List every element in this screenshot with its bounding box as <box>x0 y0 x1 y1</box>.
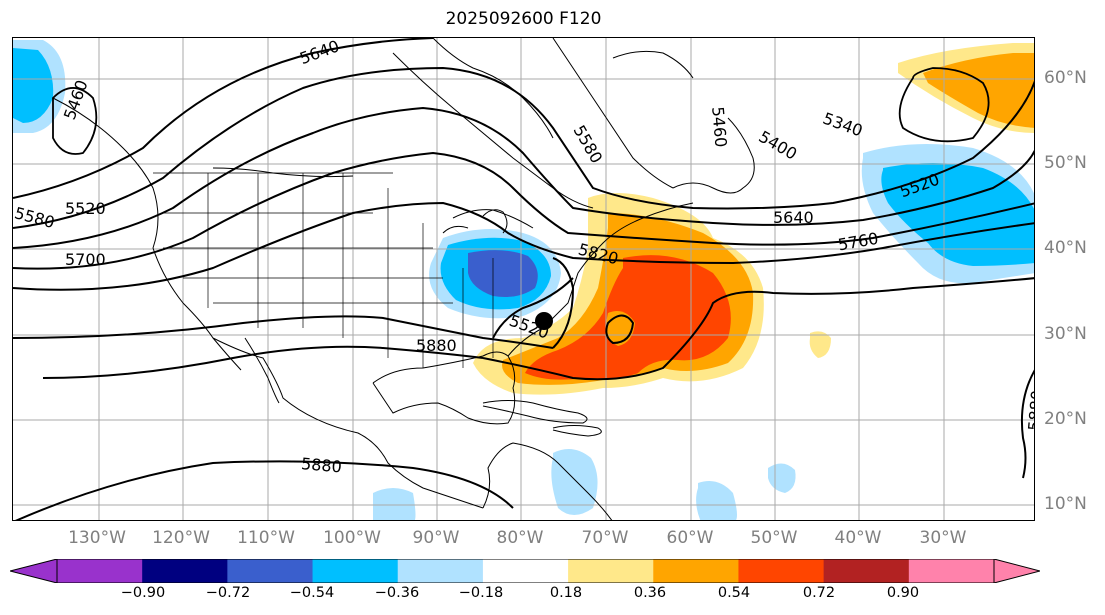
colorbar-cell <box>312 559 399 583</box>
lon-label: 100°W <box>323 528 381 548</box>
lon-label: 110°W <box>237 528 295 548</box>
weather-map[interactable]: 5640 5460 5580 5520 5580 5700 5520 5880 … <box>12 37 1035 521</box>
colorbar-tick: −0.72 <box>205 585 251 601</box>
colorbar-tick: 0.36 <box>633 585 667 601</box>
height-contours <box>13 38 1034 520</box>
contour-label: 5340 <box>820 109 865 141</box>
colorbar-cell <box>397 559 484 583</box>
colorbar-cell <box>653 559 739 583</box>
contour-label: 5880 <box>300 454 342 476</box>
lat-label: 50°N <box>1044 153 1087 173</box>
colorbar-left-arrow <box>10 559 58 583</box>
contour-label: 5640 <box>773 208 814 227</box>
colorbar-tick: 0.54 <box>717 585 751 601</box>
colorbar-cells <box>57 559 995 583</box>
lon-label: 60°W <box>666 528 714 548</box>
colorbar-tick: −0.18 <box>458 585 504 601</box>
contour-label: 5880 <box>416 336 457 355</box>
contour-label: 5520 <box>65 199 106 218</box>
contour-label: 5400 <box>756 127 801 164</box>
colorbar-cell <box>738 559 825 583</box>
contour-label: 5700 <box>65 250 106 269</box>
colorbar-tick: −0.90 <box>120 585 166 601</box>
colorbar-cell <box>568 559 654 583</box>
lat-label: 40°N <box>1044 238 1087 258</box>
colorbar-cell <box>142 559 228 583</box>
colorbar-tick: 0.72 <box>802 585 836 601</box>
graticule <box>13 38 1034 520</box>
map-title: 2025092600 F120 <box>445 9 602 29</box>
colorbar-tick: −0.36 <box>374 585 420 601</box>
contour-label: 5640 <box>297 38 342 68</box>
storm-center-marker[interactable] <box>535 312 553 330</box>
lat-label: 60°N <box>1044 68 1087 88</box>
lon-label: 30°W <box>919 528 967 548</box>
contour-label: 5880 <box>1024 389 1035 431</box>
lon-label: 130°W <box>68 528 126 548</box>
colorbar <box>10 559 1040 583</box>
lon-label: 90°W <box>412 528 460 548</box>
colorbar-cell <box>823 559 910 583</box>
lat-label: 30°N <box>1044 324 1087 344</box>
lon-label: 70°W <box>581 528 629 548</box>
lon-label: 40°W <box>834 528 882 548</box>
colorbar-right-arrow <box>993 559 1040 583</box>
colorbar-frame <box>56 559 995 583</box>
lat-label: 10°N <box>1044 494 1087 514</box>
lon-label: 80°W <box>496 528 544 548</box>
lon-label: 120°W <box>152 528 210 548</box>
coastlines <box>52 38 755 520</box>
colorbar-cell <box>227 559 314 583</box>
lon-label: 50°W <box>750 528 798 548</box>
colorbar-tick: 0.18 <box>549 585 583 601</box>
lat-label: 20°N <box>1044 409 1087 429</box>
colorbar-cell <box>908 559 995 583</box>
colorbar-cell <box>57 559 143 583</box>
colorbar-tick: −0.54 <box>289 585 335 601</box>
map-canvas: 5640 5460 5580 5520 5580 5700 5520 5880 … <box>13 38 1035 520</box>
colorbar-tick: 0.90 <box>886 585 920 601</box>
state-borders <box>153 172 494 368</box>
contour-label: 5460 <box>708 106 730 148</box>
colorbar-cell <box>482 559 569 583</box>
